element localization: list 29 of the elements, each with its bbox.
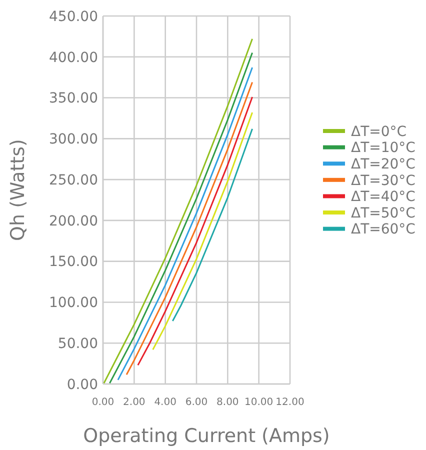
y-tick-label: 450.00 (49, 8, 98, 25)
x-tick-label: 2.00 (123, 397, 146, 408)
legend-label: ΔT=20°C (351, 156, 416, 172)
x-tick-label: 0.00 (92, 397, 114, 408)
x-tick-label: 12.00 (276, 397, 304, 408)
y-tick-label: 50.00 (58, 336, 98, 352)
y-tick-label: 100.00 (49, 295, 98, 312)
x-tick-label: 10.00 (244, 397, 274, 408)
legend-label: ΔT=10°C (351, 140, 416, 156)
line-series (152, 112, 254, 350)
legend-label: ΔT=50°C (351, 205, 416, 222)
legend-label: ΔT=40°C (351, 189, 416, 206)
x-tick-label: 8.00 (216, 397, 239, 408)
y-tick-label: 250.00 (49, 172, 98, 188)
y-axis-title: Qh (Watts) (7, 139, 29, 241)
y-tick-label: 150.00 (49, 254, 98, 270)
y-tick-label: 400.00 (49, 50, 98, 66)
legend-label: ΔT=60°C (351, 222, 416, 238)
x-tick-label: 4.00 (154, 397, 176, 408)
x-tick-label: 6.00 (185, 397, 208, 408)
y-tick-label: 200.00 (49, 213, 98, 230)
legend-label: ΔT=30°C (351, 172, 416, 189)
line-series (172, 128, 254, 322)
y-tick-label: 0.00 (66, 376, 98, 393)
y-tick-label: 350.00 (49, 90, 98, 107)
line-series (137, 96, 254, 366)
y-tick-label: 300.00 (49, 132, 98, 148)
legend-label: ΔT=0°C (351, 124, 407, 140)
x-axis-title: Operating Current (Amps) (83, 425, 330, 447)
